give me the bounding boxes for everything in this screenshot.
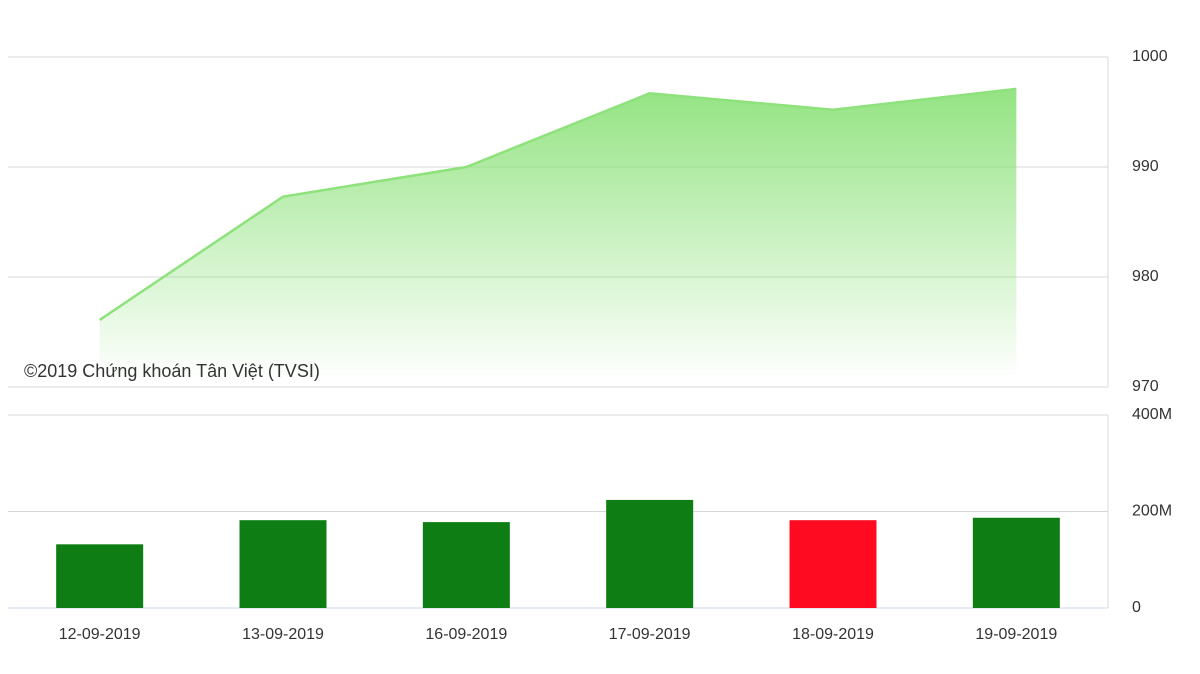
x-tick-label: 17-09-2019 (609, 626, 691, 643)
annotation: ©2019 Chứng khoán Tân Việt (TVSI) (24, 361, 320, 381)
y-tick-label: 200M (1132, 503, 1172, 520)
bar (56, 544, 144, 608)
x-tick-label: 16-09-2019 (425, 626, 507, 643)
x-tick-label: 19-09-2019 (975, 626, 1057, 643)
bar (422, 522, 510, 608)
bar (972, 517, 1060, 608)
bar (239, 520, 327, 608)
y-tick-label: 0 (1132, 599, 1141, 616)
y-tick-label: 970 (1132, 378, 1159, 395)
bar (606, 499, 694, 608)
y-tick-label: 400M (1132, 406, 1172, 423)
area-fill (99, 88, 1017, 376)
y-tick-label: 990 (1132, 158, 1159, 175)
bar (789, 520, 877, 608)
x-tick-label: 12-09-2019 (59, 626, 141, 643)
y-tick-label: 1000 (1132, 48, 1168, 65)
x-tick-label: 13-09-2019 (242, 626, 324, 643)
area-line (98, 87, 1017, 321)
x-tick-label: 18-09-2019 (792, 626, 874, 643)
y-tick-label: 980 (1132, 268, 1159, 285)
